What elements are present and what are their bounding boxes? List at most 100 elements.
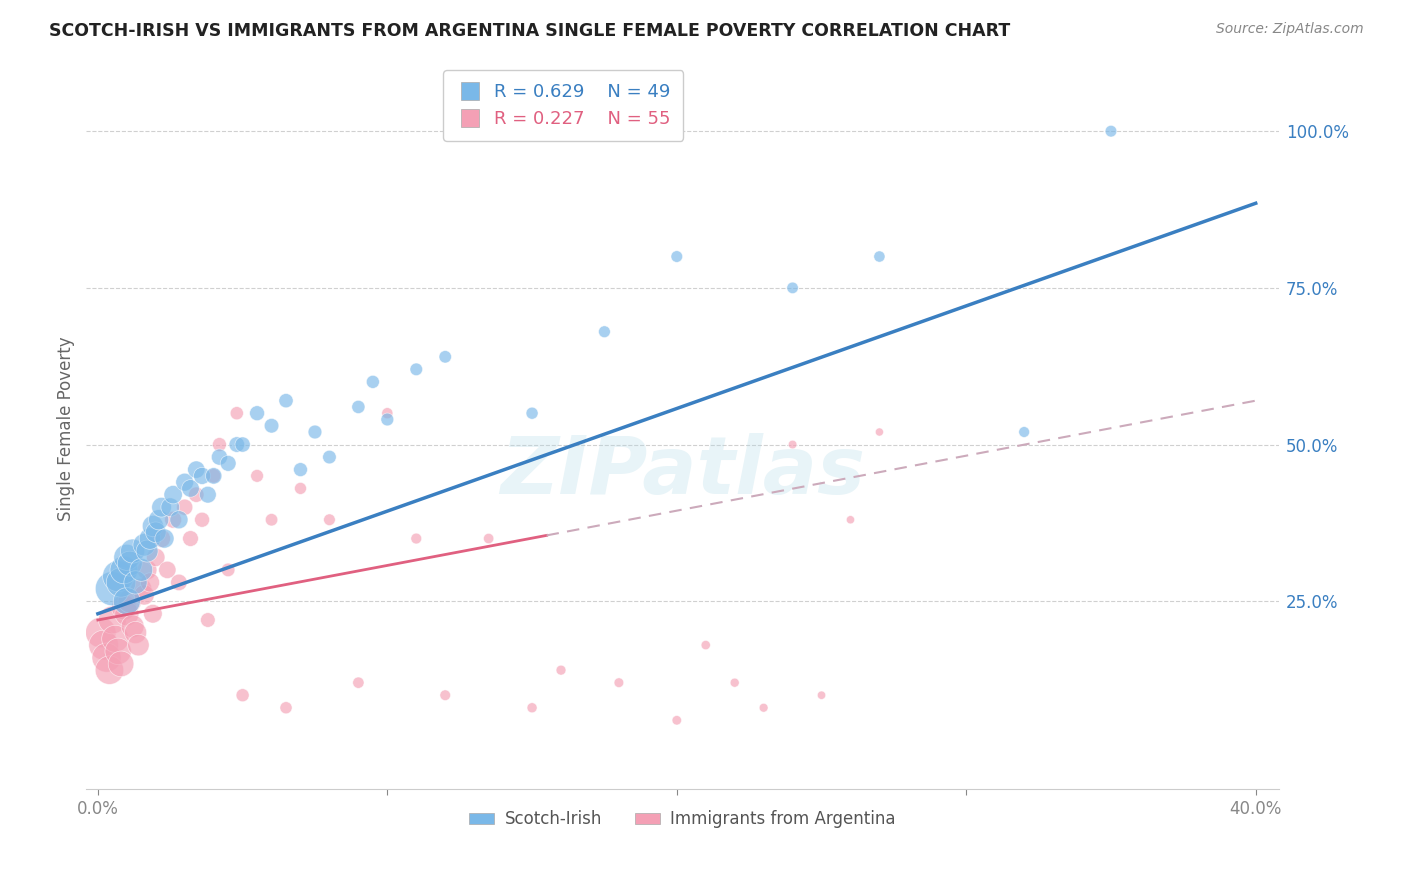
- Point: [290, 462, 312, 476]
- Point: [810, 688, 832, 702]
- Point: [232, 437, 254, 451]
- Point: [593, 325, 616, 339]
- Point: [274, 700, 297, 714]
- Point: [361, 375, 384, 389]
- Point: [347, 400, 370, 414]
- Point: [246, 406, 269, 420]
- Point: [156, 563, 179, 577]
- Point: [129, 563, 152, 577]
- Point: [434, 350, 457, 364]
- Point: [1012, 425, 1035, 439]
- Point: [246, 468, 269, 483]
- Point: [115, 594, 138, 608]
- Point: [167, 513, 190, 527]
- Point: [153, 532, 176, 546]
- Point: [162, 513, 184, 527]
- Point: [665, 713, 688, 727]
- Point: [318, 513, 340, 527]
- Point: [839, 513, 862, 527]
- Point: [121, 619, 143, 633]
- Point: [191, 468, 214, 483]
- Point: [186, 488, 208, 502]
- Point: [347, 675, 370, 690]
- Point: [217, 456, 239, 470]
- Point: [107, 569, 129, 583]
- Point: [179, 532, 201, 546]
- Point: [104, 632, 127, 646]
- Point: [118, 594, 141, 608]
- Point: [129, 582, 152, 596]
- Point: [124, 575, 146, 590]
- Point: [112, 563, 135, 577]
- Y-axis label: Single Female Poverty: Single Female Poverty: [58, 336, 75, 521]
- Text: Source: ZipAtlas.com: Source: ZipAtlas.com: [1216, 22, 1364, 37]
- Point: [145, 550, 167, 565]
- Point: [405, 532, 427, 546]
- Point: [134, 538, 156, 552]
- Point: [150, 532, 173, 546]
- Point: [179, 482, 201, 496]
- Point: [173, 500, 195, 515]
- Point: [405, 362, 427, 376]
- Point: [115, 607, 138, 621]
- Point: [197, 488, 219, 502]
- Text: SCOTCH-IRISH VS IMMIGRANTS FROM ARGENTINA SINGLE FEMALE POVERTY CORRELATION CHAR: SCOTCH-IRISH VS IMMIGRANTS FROM ARGENTIN…: [49, 22, 1011, 40]
- Point: [260, 513, 283, 527]
- Point: [520, 406, 543, 420]
- Point: [607, 675, 630, 690]
- Point: [186, 462, 208, 476]
- Point: [782, 437, 804, 451]
- Point: [232, 688, 254, 702]
- Point: [150, 500, 173, 515]
- Point: [107, 644, 129, 658]
- Legend: Scotch-Irish, Immigrants from Argentina: Scotch-Irish, Immigrants from Argentina: [463, 804, 903, 835]
- Point: [121, 544, 143, 558]
- Point: [665, 250, 688, 264]
- Point: [550, 663, 572, 677]
- Point: [304, 425, 326, 439]
- Point: [782, 281, 804, 295]
- Point: [98, 663, 121, 677]
- Text: ZIPatlas: ZIPatlas: [501, 434, 865, 511]
- Point: [145, 525, 167, 540]
- Point: [167, 575, 190, 590]
- Point: [139, 532, 162, 546]
- Point: [148, 513, 170, 527]
- Point: [115, 550, 138, 565]
- Point: [375, 406, 398, 420]
- Point: [260, 418, 283, 433]
- Point: [202, 468, 225, 483]
- Point: [101, 582, 124, 596]
- Point: [208, 450, 231, 464]
- Point: [274, 393, 297, 408]
- Point: [173, 475, 195, 490]
- Point: [290, 482, 312, 496]
- Point: [225, 406, 247, 420]
- Point: [96, 650, 118, 665]
- Point: [134, 588, 156, 602]
- Point: [142, 519, 165, 533]
- Point: [202, 468, 225, 483]
- Point: [159, 500, 181, 515]
- Point: [478, 532, 501, 546]
- Point: [162, 488, 184, 502]
- Point: [197, 613, 219, 627]
- Point: [127, 638, 149, 652]
- Point: [110, 657, 132, 671]
- Point: [520, 700, 543, 714]
- Point: [724, 675, 747, 690]
- Point: [136, 544, 159, 558]
- Point: [118, 557, 141, 571]
- Point: [868, 425, 890, 439]
- Point: [208, 437, 231, 451]
- Point: [142, 607, 165, 621]
- Point: [93, 638, 115, 652]
- Point: [101, 613, 124, 627]
- Point: [124, 625, 146, 640]
- Point: [136, 563, 159, 577]
- Point: [112, 600, 135, 615]
- Point: [90, 625, 112, 640]
- Point: [752, 700, 775, 714]
- Point: [191, 513, 214, 527]
- Point: [110, 575, 132, 590]
